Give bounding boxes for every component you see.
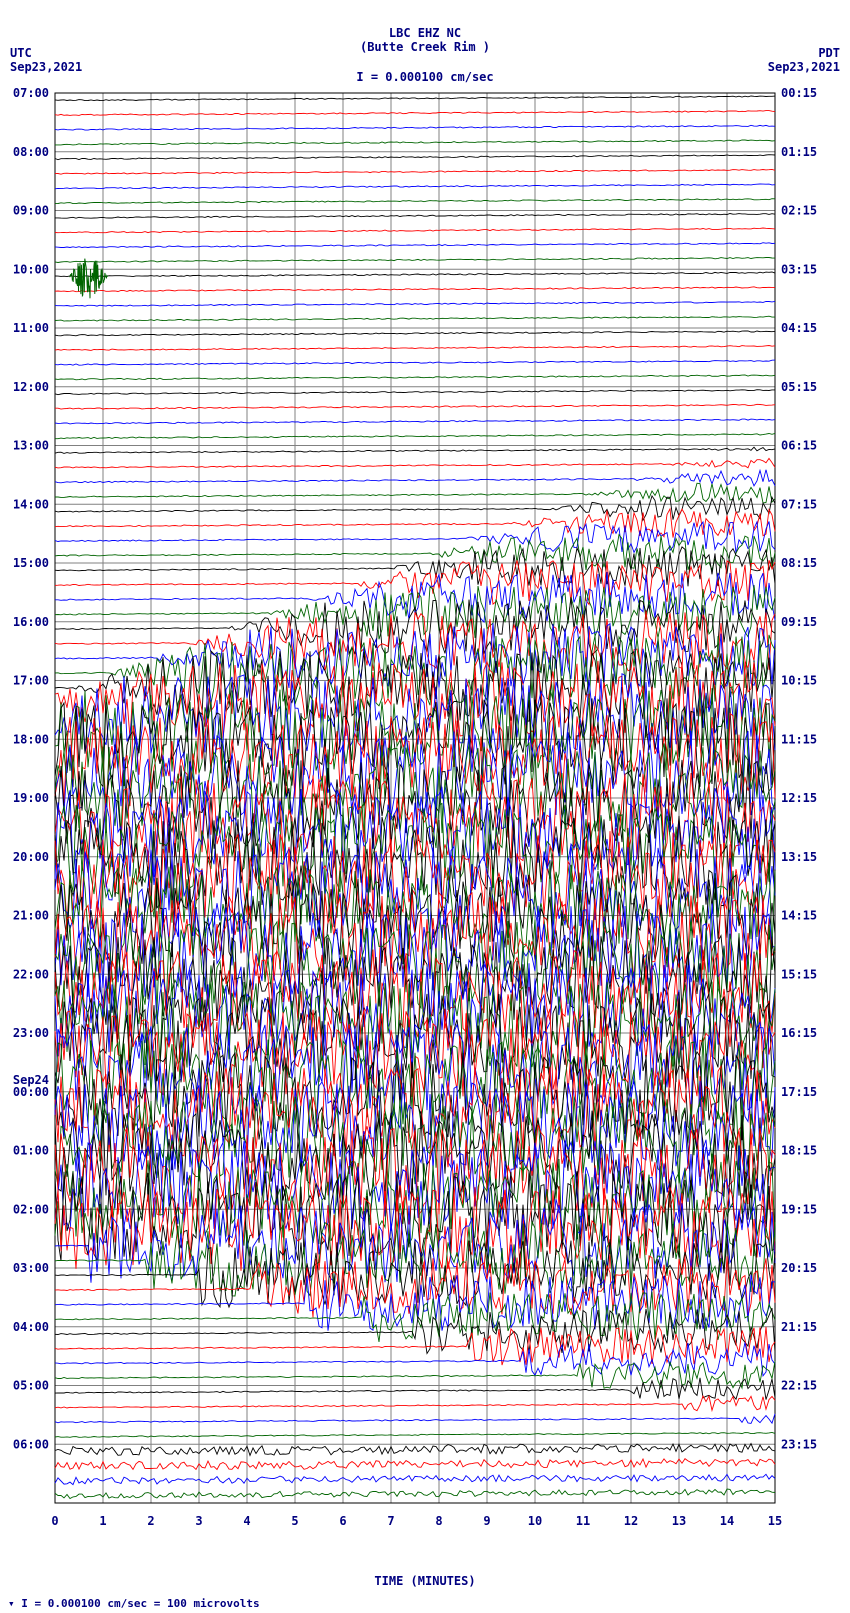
svg-text:8: 8 (435, 1514, 442, 1528)
svg-text:18:00: 18:00 (13, 732, 49, 746)
svg-text:Sep24: Sep24 (13, 1073, 49, 1087)
chart-subtitle: (Butte Creek Rim ) (0, 40, 850, 54)
svg-text:11: 11 (576, 1514, 590, 1528)
footer-scale: ▾ I = 0.000100 cm/sec = 100 microvolts (8, 1597, 260, 1610)
svg-text:15:15: 15:15 (781, 967, 817, 981)
svg-text:01:00: 01:00 (13, 1144, 49, 1158)
svg-text:12: 12 (624, 1514, 638, 1528)
right-timezone-block: PDT Sep23,2021 (768, 46, 840, 74)
svg-text:09:00: 09:00 (13, 204, 49, 218)
svg-text:02:00: 02:00 (13, 1202, 49, 1216)
svg-text:14: 14 (720, 1514, 734, 1528)
svg-text:06:00: 06:00 (13, 1437, 49, 1451)
svg-text:13: 13 (672, 1514, 686, 1528)
svg-text:21:15: 21:15 (781, 1320, 817, 1334)
svg-text:09:15: 09:15 (781, 615, 817, 629)
svg-text:20:00: 20:00 (13, 850, 49, 864)
right-tz-date: Sep23,2021 (768, 60, 840, 74)
svg-text:20:15: 20:15 (781, 1261, 817, 1275)
svg-text:02:15: 02:15 (781, 204, 817, 218)
svg-text:23:00: 23:00 (13, 1026, 49, 1040)
svg-text:11:15: 11:15 (781, 732, 817, 746)
svg-text:07:15: 07:15 (781, 497, 817, 511)
svg-text:10:15: 10:15 (781, 674, 817, 688)
svg-text:08:00: 08:00 (13, 145, 49, 159)
svg-text:05:00: 05:00 (13, 1379, 49, 1393)
svg-text:04:00: 04:00 (13, 1320, 49, 1334)
svg-text:01:15: 01:15 (781, 145, 817, 159)
svg-text:13:15: 13:15 (781, 850, 817, 864)
svg-text:19:15: 19:15 (781, 1202, 817, 1216)
scale-bar-icon: I (356, 70, 370, 84)
svg-text:17:00: 17:00 (13, 674, 49, 688)
svg-text:22:00: 22:00 (13, 967, 49, 981)
svg-text:10:00: 10:00 (13, 262, 49, 276)
svg-text:00:15: 00:15 (781, 86, 817, 100)
svg-text:17:15: 17:15 (781, 1085, 817, 1099)
svg-text:15: 15 (768, 1514, 782, 1528)
svg-text:23:15: 23:15 (781, 1437, 817, 1451)
svg-text:1: 1 (99, 1514, 106, 1528)
chart-header: LBC EHZ NC (Butte Creek Rim ) (0, 26, 850, 54)
helicorder-plot: 012345678910111213141507:0000:1508:0001:… (55, 85, 775, 1535)
svg-text:15:00: 15:00 (13, 556, 49, 570)
scale-indicator: I = 0.000100 cm/sec (356, 70, 493, 84)
svg-text:19:00: 19:00 (13, 791, 49, 805)
svg-text:11:00: 11:00 (13, 321, 49, 335)
svg-text:03:00: 03:00 (13, 1261, 49, 1275)
svg-text:7: 7 (387, 1514, 394, 1528)
svg-text:22:15: 22:15 (781, 1379, 817, 1393)
svg-text:05:15: 05:15 (781, 380, 817, 394)
svg-text:13:00: 13:00 (13, 439, 49, 453)
svg-text:18:15: 18:15 (781, 1144, 817, 1158)
svg-text:0: 0 (51, 1514, 58, 1528)
svg-text:16:00: 16:00 (13, 615, 49, 629)
footer-scale-icon: ▾ I (8, 1597, 35, 1610)
left-tz-date: Sep23,2021 (10, 60, 82, 74)
svg-text:9: 9 (483, 1514, 490, 1528)
svg-text:3: 3 (195, 1514, 202, 1528)
x-axis-label: TIME (MINUTES) (374, 1574, 475, 1588)
svg-text:06:15: 06:15 (781, 439, 817, 453)
svg-text:08:15: 08:15 (781, 556, 817, 570)
svg-text:10: 10 (528, 1514, 542, 1528)
svg-text:12:15: 12:15 (781, 791, 817, 805)
chart-title: LBC EHZ NC (0, 26, 850, 40)
svg-text:5: 5 (291, 1514, 298, 1528)
svg-text:12:00: 12:00 (13, 380, 49, 394)
svg-text:04:15: 04:15 (781, 321, 817, 335)
right-tz-label: PDT (768, 46, 840, 60)
svg-text:14:15: 14:15 (781, 909, 817, 923)
svg-text:21:00: 21:00 (13, 909, 49, 923)
svg-text:03:15: 03:15 (781, 262, 817, 276)
helicorder-container: UTC Sep23,2021 LBC EHZ NC (Butte Creek R… (0, 0, 850, 1613)
svg-text:16:15: 16:15 (781, 1026, 817, 1040)
svg-text:6: 6 (339, 1514, 346, 1528)
svg-text:07:00: 07:00 (13, 86, 49, 100)
scale-text: = 0.000100 cm/sec (371, 70, 494, 84)
svg-text:00:00: 00:00 (13, 1085, 49, 1099)
svg-text:2: 2 (147, 1514, 154, 1528)
svg-text:14:00: 14:00 (13, 497, 49, 511)
footer-scale-text: = 0.000100 cm/sec = 100 microvolts (35, 1597, 260, 1610)
svg-text:4: 4 (243, 1514, 250, 1528)
